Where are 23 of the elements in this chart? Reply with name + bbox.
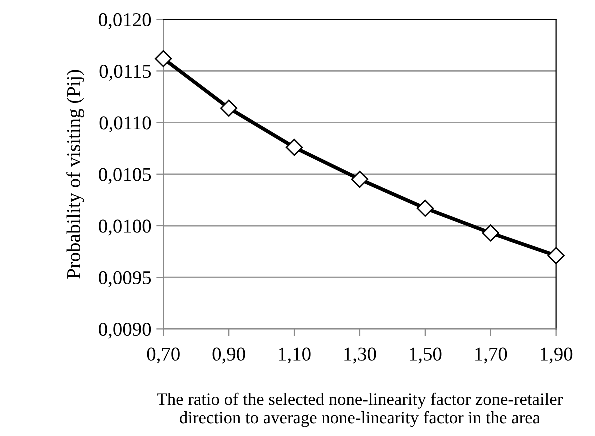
y-tick-label: 0,0100: [99, 220, 152, 236]
x-tick-label: 1,50: [410, 348, 442, 364]
y-tick-label: 0,0095: [99, 271, 152, 288]
x-tick-label: 0,90: [212, 348, 246, 364]
y-axis-title: Probability of visiting (Pij): [66, 70, 84, 279]
x-tick-label: 0,70: [147, 348, 180, 364]
y-tick-label: 0,0120: [99, 13, 152, 30]
x-tick-label: 1,30: [344, 348, 376, 364]
point: [482, 224, 500, 242]
point: [548, 247, 565, 264]
y-tick-label: 0,0090: [99, 322, 152, 339]
point: [416, 200, 434, 218]
y-tick-label: 0,0110: [100, 116, 152, 133]
x-tick-label: 1,10: [279, 348, 311, 364]
point: [220, 100, 238, 117]
x-axis-title: The ratio of the selected none-linearity factor zone-retailer direction to average none-linearity factor in the area: [157, 392, 563, 428]
y-tick-label: 0,0115: [100, 65, 152, 81]
x-tick-label: 1,70: [476, 348, 508, 364]
y-tick-label: 0,0105: [99, 168, 152, 184]
point: [351, 171, 369, 188]
point: [286, 139, 304, 156]
x-tick-label: 1,90: [541, 348, 573, 364]
point: [155, 50, 172, 68]
